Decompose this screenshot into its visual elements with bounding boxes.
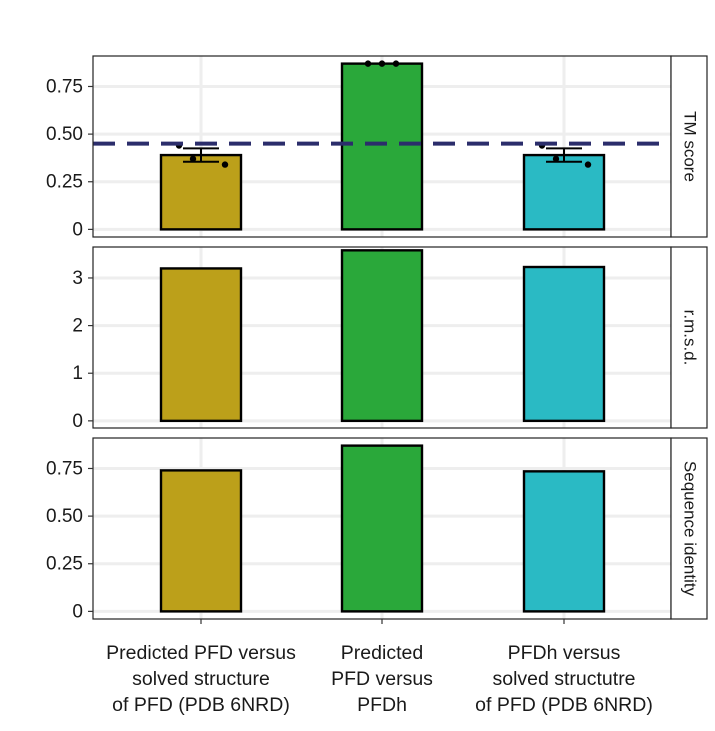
x-tick-label: Predicted PFD versus solved structure of P… [106, 642, 296, 716]
facet-panel: 0 0.25 0.50 0.75 Sequence identity [46, 437, 708, 622]
y-tick-label: 0.50 [46, 506, 83, 527]
x-tick-label-line: solved structutre [492, 668, 635, 690]
y-tick-label: 0.25 [46, 554, 83, 575]
x-tick-label: Predicted PFD versus PFDh [331, 642, 433, 716]
data-point [364, 60, 372, 67]
y-tick-label: 0.25 [46, 172, 83, 193]
y-tick-label: 3 [72, 268, 83, 289]
bar [340, 444, 424, 613]
y-tick-label: 0.50 [46, 124, 83, 145]
y-tick-label: 0.75 [46, 76, 83, 97]
x-tick-label-line: PFD versus [331, 668, 433, 690]
x-tick-label-line: solved structure [132, 668, 270, 690]
y-tick-label: 0 [72, 411, 83, 432]
facet-panel: 0 1 2 3 r.m.s.d. [72, 246, 708, 432]
bar [522, 265, 606, 423]
facet-strip [670, 55, 708, 238]
facet-strip [670, 246, 708, 429]
y-tick-label: 0 [72, 601, 83, 622]
bar [159, 153, 243, 231]
bar [159, 469, 243, 613]
y-tick-label: 2 [72, 316, 83, 337]
y-tick-label: 0.75 [46, 458, 83, 479]
data-point [221, 161, 229, 168]
facet-panel: 0 0.25 0.50 0.75 TM score [46, 55, 708, 240]
facet-strip-label: TM score [681, 111, 700, 182]
data-point [378, 60, 386, 67]
y-tick-label: 1 [72, 363, 83, 384]
x-tick-label-line: PFDh versus [508, 642, 621, 664]
bar [159, 267, 243, 423]
x-tick-label-line: PFDh [357, 694, 407, 716]
bar [522, 470, 606, 613]
bar [340, 249, 424, 423]
x-tick-label-line: of PFD (PDB 6NRD) [475, 694, 653, 716]
data-point [584, 161, 592, 168]
data-point [392, 60, 400, 67]
x-tick-label-line: of PFD (PDB 6NRD) [112, 694, 290, 716]
facet-strip-label: r.m.s.d. [681, 310, 700, 366]
facet-strip [670, 437, 708, 620]
data-point [552, 155, 560, 163]
y-tick-label: 0 [72, 219, 83, 240]
facet-strip-label: Sequence identity [681, 461, 700, 597]
x-tick-label: PFDh versus solved structutre of PFD (PDB … [475, 642, 653, 716]
x-tick-label-line: Predicted [341, 642, 423, 664]
bar [340, 62, 424, 231]
data-point [189, 155, 197, 163]
bar [522, 153, 606, 231]
x-tick-label-line: Predicted PFD versus [106, 642, 296, 664]
